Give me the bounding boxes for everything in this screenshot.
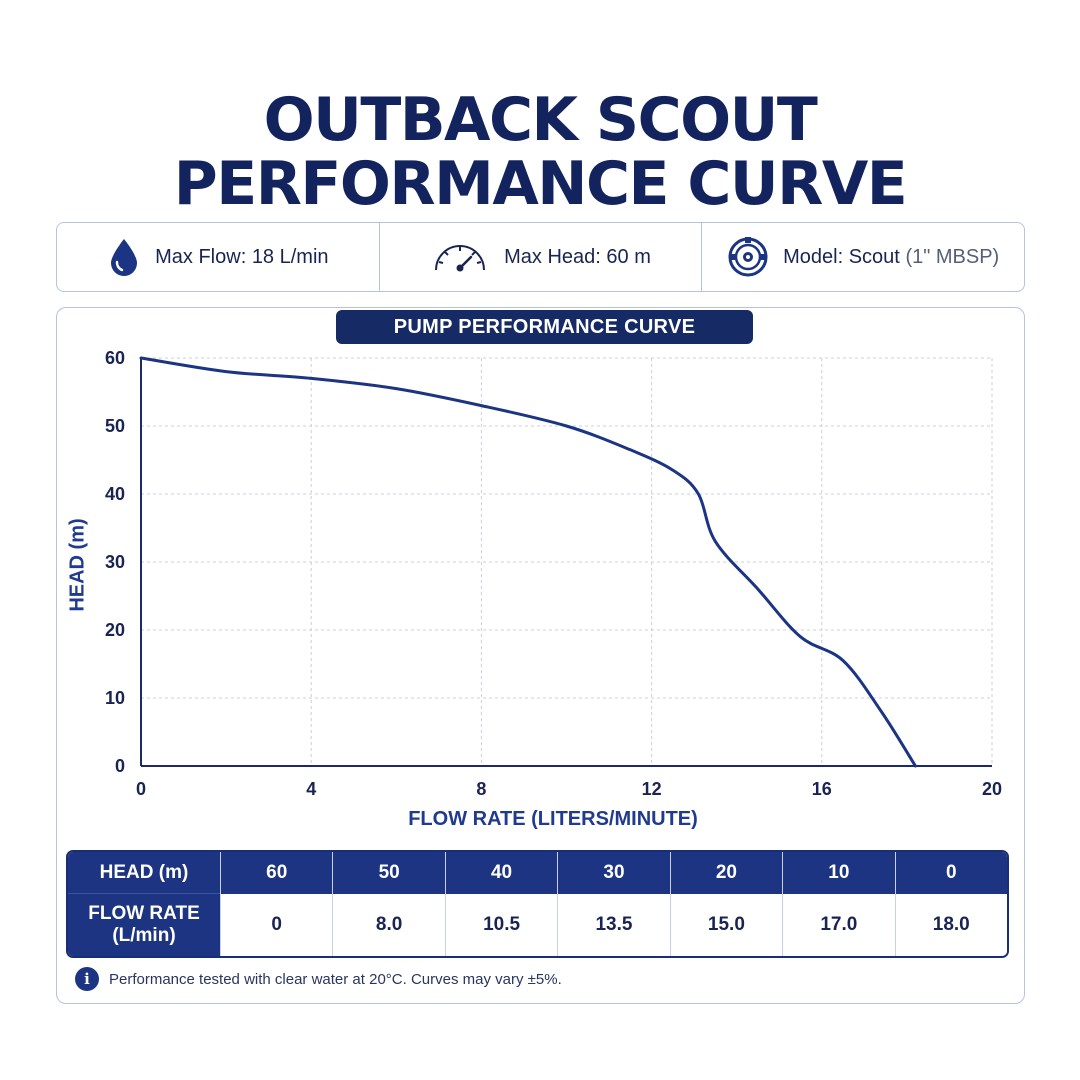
spec-bar: Max Flow: 18 L/min Max Head: 60 m <box>56 222 1025 292</box>
table-column: 50 8.0 <box>332 852 445 956</box>
table-column: 10 17.0 <box>782 852 895 956</box>
table-column: 40 10.5 <box>444 852 558 956</box>
table-head-cell: 0 <box>895 852 1007 894</box>
y-tick-label: 50 <box>105 416 125 436</box>
table-flow-cell: 15.0 <box>670 894 783 956</box>
performance-table: HEAD (m) FLOW RATE (L/min) 60 0 50 8.0 4… <box>66 850 1009 958</box>
spec-model-text: Model: Scout (1" MBSP) <box>783 245 1000 268</box>
spec-max-head-text: Max Head: 60 m <box>504 245 651 268</box>
y-axis-label: HEAD (m) <box>66 518 89 612</box>
table-flow-cell: 17.0 <box>783 894 895 956</box>
footnote: i Performance tested with clear water at… <box>75 967 562 991</box>
table-head-cell: 20 <box>670 852 783 894</box>
table-flow-cell: 0 <box>221 894 333 956</box>
gauge-icon <box>430 240 490 274</box>
table-head-cell: 50 <box>333 852 445 894</box>
y-tick-label: 40 <box>105 484 125 504</box>
table-flow-cell: 18.0 <box>895 894 1007 956</box>
x-tick-label: 4 <box>306 779 316 799</box>
performance-curve-line <box>139 356 917 768</box>
table-head-cell: 40 <box>445 852 558 894</box>
x-tick-label: 16 <box>812 779 832 799</box>
title-line-1: OUTBACK SCOUT <box>263 85 818 155</box>
spec-max-flow-text: Max Flow: 18 L/min <box>155 245 329 268</box>
table-head-cell: 60 <box>221 852 333 894</box>
water-drop-icon <box>107 237 141 277</box>
pump-icon <box>727 236 769 278</box>
table-column: 30 13.5 <box>557 852 670 956</box>
spec-max-head: Max Head: 60 m <box>378 223 702 291</box>
table-row-header-flow: FLOW RATE (L/min) <box>68 894 220 956</box>
spec-max-flow: Max Flow: 18 L/min <box>57 223 379 291</box>
chart-title: PUMP PERFORMANCE CURVE <box>336 310 753 344</box>
y-tick-label: 30 <box>105 552 125 572</box>
info-icon: i <box>75 967 99 991</box>
page-title: OUTBACK SCOUT PERFORMANCE CURVE <box>0 88 1080 216</box>
table-flow-cell: 10.5 <box>445 894 558 956</box>
table-flow-cell: 13.5 <box>558 894 670 956</box>
x-tick-label: 12 <box>642 779 662 799</box>
y-tick-label: 60 <box>105 348 125 368</box>
table-row-header-column: HEAD (m) FLOW RATE (L/min) <box>68 852 220 956</box>
table-row-header-head: HEAD (m) <box>68 852 220 894</box>
x-axis-label: FLOW RATE (LITERS/MINUTE) <box>408 808 698 830</box>
y-tick-label: 0 <box>115 756 125 776</box>
table-column: 60 0 <box>220 852 333 956</box>
x-tick-label: 8 <box>476 779 486 799</box>
table-column: 20 15.0 <box>669 852 783 956</box>
table-head-cell: 30 <box>558 852 670 894</box>
y-tick-label: 20 <box>105 620 125 640</box>
table-flow-cell: 8.0 <box>333 894 445 956</box>
table-head-cell: 10 <box>783 852 895 894</box>
x-tick-label: 0 <box>136 779 146 799</box>
x-tick-label: 20 <box>982 779 1002 799</box>
table-column: 0 18.0 <box>894 852 1007 956</box>
spec-model: Model: Scout (1" MBSP) <box>701 223 1024 291</box>
title-line-2: PERFORMANCE CURVE <box>173 149 908 219</box>
y-tick-label: 10 <box>105 688 125 708</box>
footnote-text: Performance tested with clear water at 2… <box>109 970 562 988</box>
